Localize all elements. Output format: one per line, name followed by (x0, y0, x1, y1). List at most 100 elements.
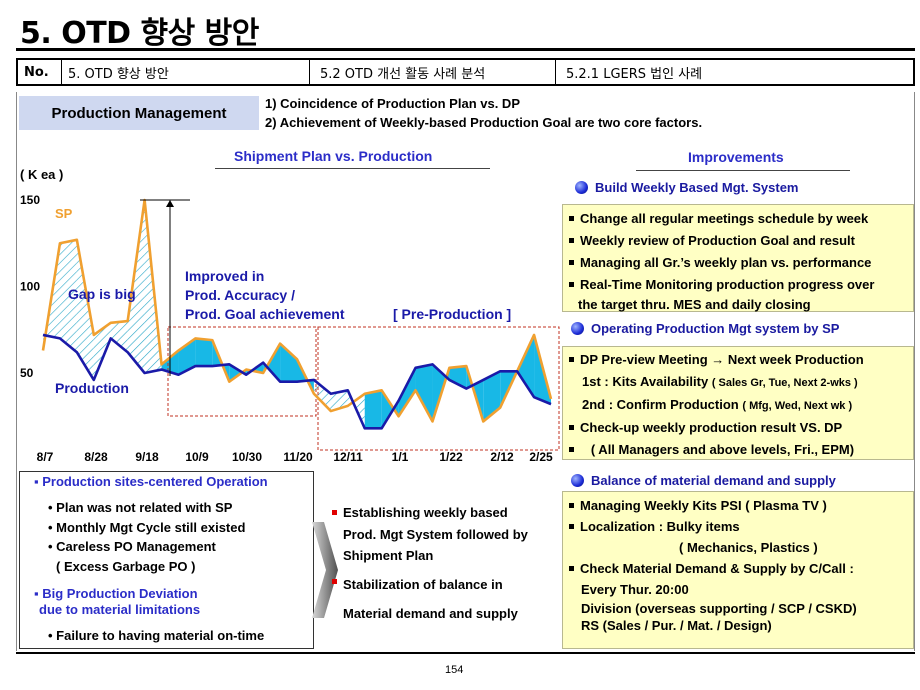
gap-fill-segment (415, 364, 433, 422)
chart-unit-label: ( K ea ) (20, 167, 64, 182)
x-tick-label: 2/25 (529, 450, 553, 464)
intro-line-2: 2) Achievement of Weekly-based Productio… (265, 115, 703, 130)
s1-item: Real-Time Monitoring production progress… (580, 277, 875, 292)
improved-region-box (167, 326, 317, 417)
x-tick-label: 10/30 (232, 450, 262, 464)
x-tick-label: 11/20 (283, 450, 313, 464)
header-col2: 5.2 OTD 개선 활동 사례 분석 (310, 60, 556, 84)
issue-item: Careless PO Management (56, 539, 216, 554)
gap-fill-segment (127, 200, 145, 373)
y-tick-label: 150 (20, 193, 40, 207)
s3-item: RS (Sales / Pur. / Mat. / Design) (581, 618, 772, 633)
pre-production-region-box (317, 326, 560, 451)
s2-item: 2nd : Confirm Production (582, 397, 739, 412)
header-col3: 5.2.1 LGERS 법인 사례 (566, 66, 703, 82)
issue-title-2b-text: due to material limitations (39, 602, 201, 617)
x-tick-label: 10/9 (185, 450, 209, 464)
gap-fill-segment (195, 338, 213, 367)
production-series-line (42, 333, 552, 430)
bottom-rule (16, 652, 915, 654)
square-bullet-icon (569, 566, 574, 572)
s1-item: the target thru. MES and daily closing (578, 297, 811, 312)
x-tick-label: 12/11 (333, 450, 363, 464)
gap-fill-segment (449, 366, 467, 389)
s3-item: Division (overseas supporting / SCP / CS… (581, 601, 857, 616)
x-tick-label: 8/7 (37, 450, 54, 464)
square-bullet-icon (569, 216, 574, 222)
x-tick-label: 2/12 (490, 450, 514, 464)
s3-item: ( Mechanics, Plastics ) (679, 540, 818, 555)
improvement-box-3: Managing Weekly Kits PSI ( Plasma TV ) L… (562, 491, 914, 649)
action-line: Material demand and supply (343, 606, 518, 621)
y-tick-label: 50 (20, 366, 34, 380)
action-1-text: Establishing weekly based Prod. Mgt Syst… (343, 502, 528, 567)
pre-production-annotation: [ Pre-Production ] (393, 306, 511, 322)
s3-item: Check Material Demand & Supply by C/Call… (580, 561, 854, 576)
action-line: Stabilization of balance in (343, 577, 503, 592)
s2-item: Check-up weekly production result VS. DP (580, 420, 843, 435)
section-1-title-text: Build Weekly Based Mgt. System (595, 180, 799, 195)
action-1 (332, 500, 337, 521)
y-tick-label: 100 (20, 280, 40, 294)
action-2-text: Stabilization of balance in Material dem… (343, 570, 518, 628)
chart-title-underline (215, 168, 490, 169)
gap-fill-segment (280, 343, 297, 382)
issue-item: Failure to having material on-time (56, 628, 265, 643)
page-title: 5. OTD 향상 방안 (20, 16, 259, 51)
intro-line-1: 1) Coincidence of Production Plan vs. DP (265, 96, 520, 111)
s1-item: Change all regular meetings schedule by … (580, 211, 869, 226)
square-bullet-icon (569, 447, 574, 453)
gap-fill-segment (178, 338, 196, 375)
s2-item-note: ( Mfg, Wed, Next wk ) (742, 400, 853, 412)
section-2-title-text: Operating Production Mgt system by SP (591, 321, 840, 336)
bullet-ball-icon (571, 474, 584, 487)
sp-annotation: SP (55, 206, 73, 221)
issue-item: Monthly Mgt Cycle still existed (56, 519, 246, 535)
header-no: No. (18, 60, 62, 84)
production-management-label: Production Management (19, 96, 259, 130)
gap-fill-segment (76, 239, 94, 380)
improvements-title-underline (636, 170, 850, 171)
chart-title: Shipment Plan vs. Production (234, 148, 433, 164)
s2-item-note: ( Sales Gr, Tue, Next 2-wks ) (711, 377, 858, 389)
square-bullet-icon (569, 260, 574, 266)
action-2-bullet (332, 571, 337, 589)
x-tick-label: 8/28 (84, 450, 108, 464)
s3-item: Localization : Bulky items (580, 519, 740, 534)
x-tick-label: 1/1 (392, 450, 409, 464)
gap-fill-segment (398, 367, 416, 417)
header-col1: 5. OTD 향상 방안 (62, 60, 310, 84)
improved-annotation-3: Prod. Goal achievement (185, 306, 345, 322)
gap-arrow-head (166, 200, 174, 207)
s2-item: 1st : Kits Availability (582, 374, 709, 389)
title-underline (16, 48, 915, 51)
action-line: Establishing weekly based (343, 505, 508, 520)
s1-item: Managing all Gr.’s weekly plan vs. perfo… (580, 255, 872, 270)
s2-item: ( All Managers and above levels, Fri., E… (590, 442, 855, 457)
improvements-title: Improvements (688, 149, 784, 165)
improved-annotation-2: Prod. Accuracy / (185, 287, 295, 303)
s3-item: Managing Weekly Kits PSI ( Plasma TV ) (580, 498, 827, 513)
x-tick-label: 1/22 (439, 450, 463, 464)
red-square-bullet-icon (332, 579, 337, 584)
improvement-box-2: DP Pre-view Meeting → Next week Producti… (562, 346, 914, 460)
square-bullet-icon (569, 425, 574, 431)
gap-fill-segment (93, 322, 111, 380)
issue-list-1: • Plan was not related with SP • Monthly… (48, 498, 245, 576)
bullet-ball-icon (575, 181, 588, 194)
issue-title-1: ▪ Production sites-centered Operation (34, 474, 268, 489)
issue-title-2a-text: Big Production Deviation (42, 586, 198, 601)
sp-series-line (41, 198, 553, 423)
gap-fill-segment (483, 371, 501, 422)
gap-fill-segment (297, 359, 314, 394)
intro-text: 1) Coincidence of Production Plan vs. DP… (265, 94, 702, 132)
issue-item: Plan was not related with SP (56, 500, 233, 515)
issue-list-2: • Failure to having material on-time (48, 628, 265, 643)
issue-item: ( Excess Garbage PO ) (56, 558, 196, 574)
square-bullet-icon (569, 503, 574, 509)
chevron-right-icon (312, 522, 338, 618)
header-table: No. 5. OTD 향상 방안 5.2 OTD 개선 활동 사례 분석 5.2… (16, 58, 915, 86)
s1-item: Weekly review of Production Goal and res… (580, 233, 855, 248)
section-3-title-text: Balance of material demand and supply (591, 473, 836, 488)
bullet-ball-icon (571, 322, 584, 335)
